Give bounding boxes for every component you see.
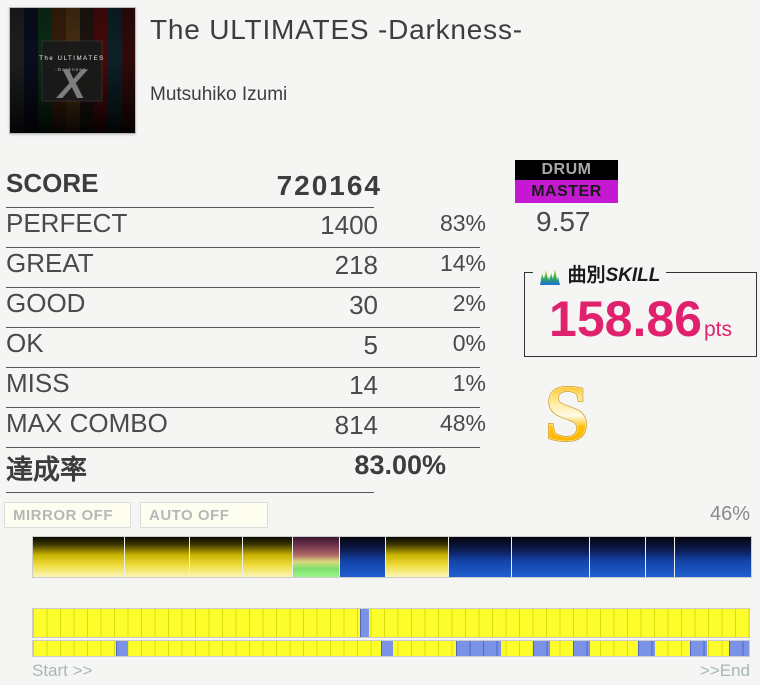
svg-text:X: X (56, 60, 89, 107)
svg-text:S: S (545, 382, 590, 456)
